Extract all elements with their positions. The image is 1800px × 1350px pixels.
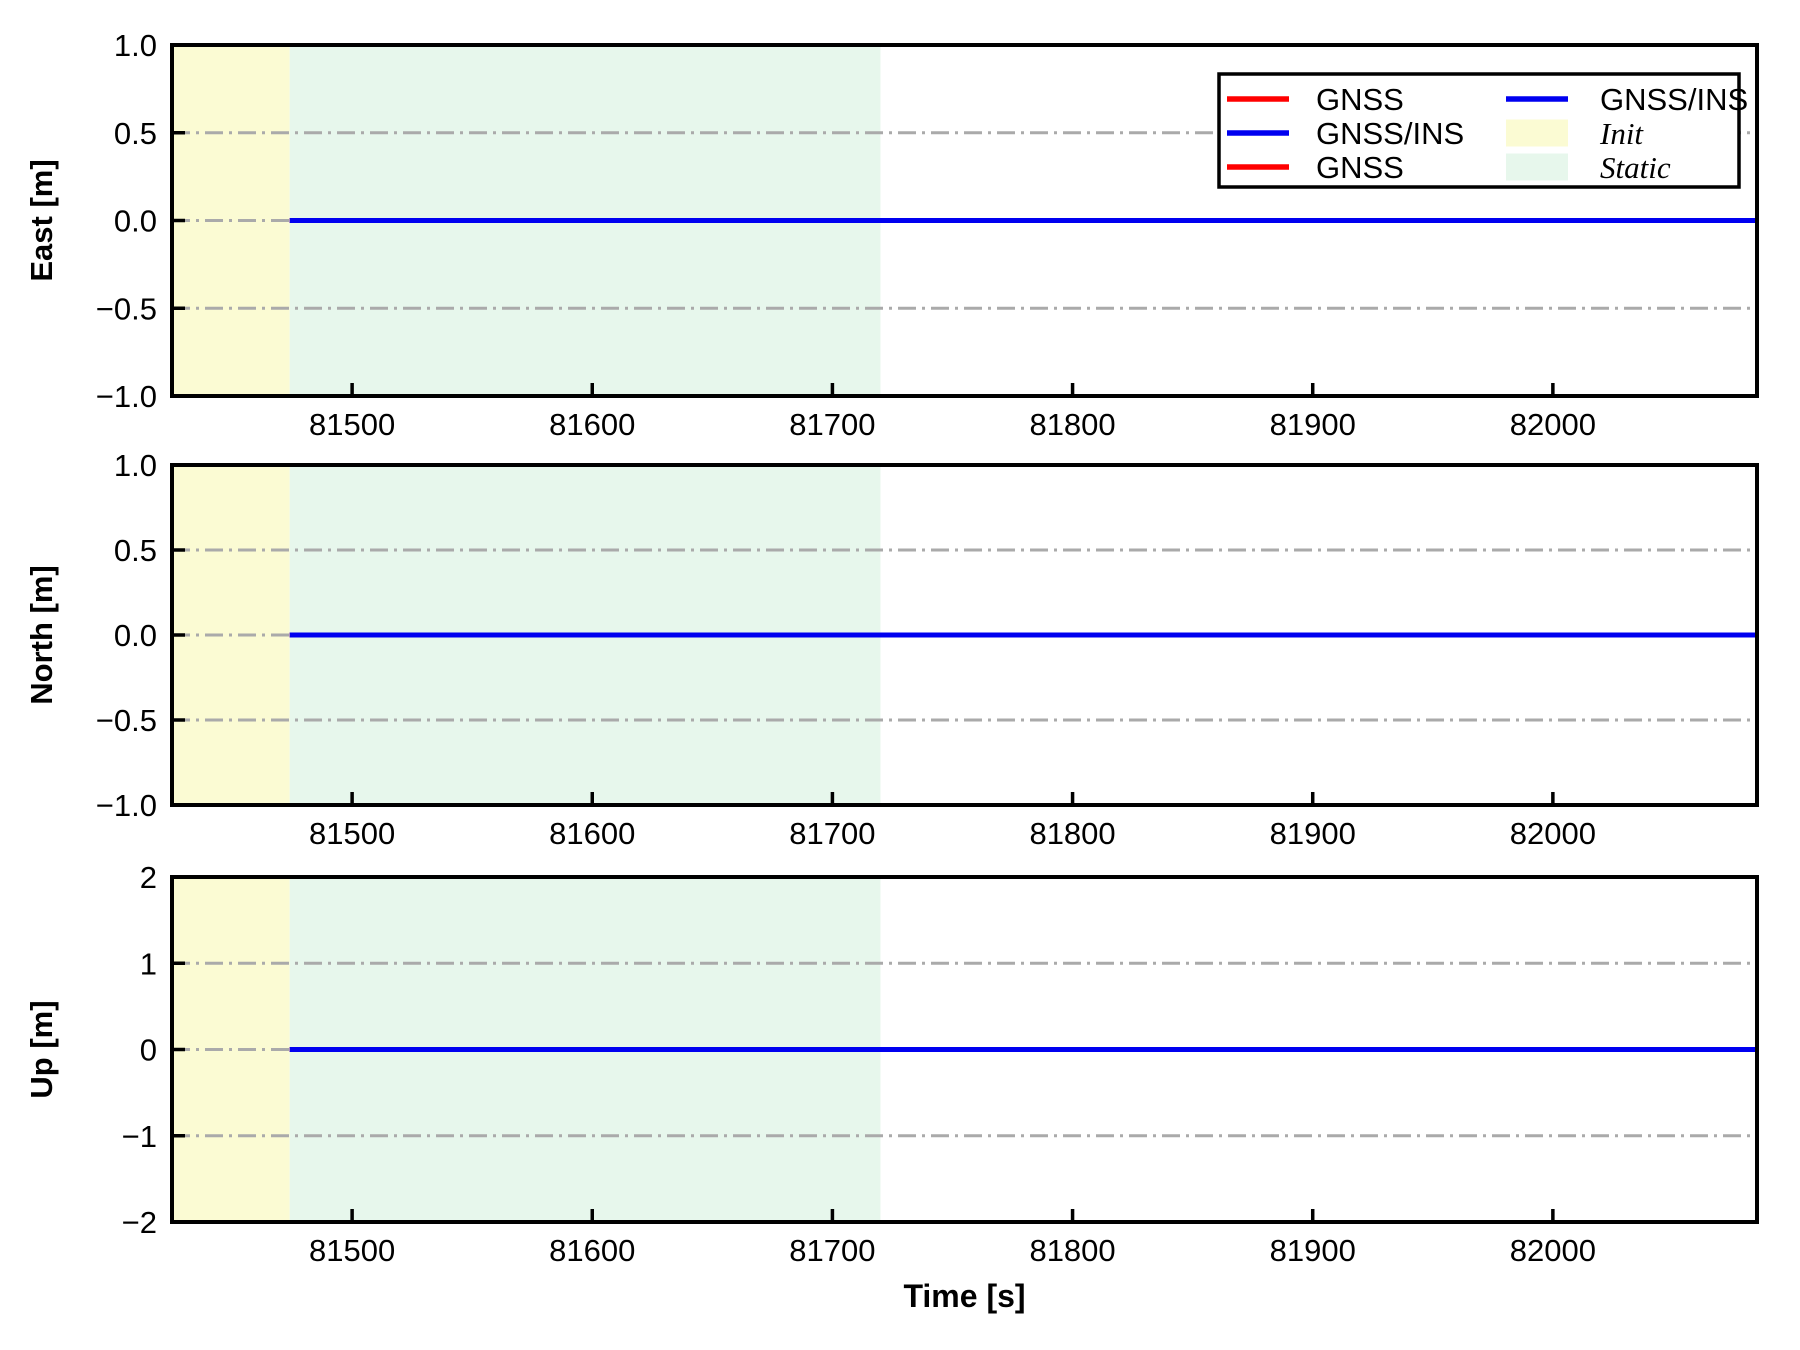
subplot-up: 81500 81600 81700 81800 81900 82000 2 1 0 −1 −2 Up …: [24, 860, 1759, 1268]
legend-label-gnss: GNSS: [1316, 82, 1404, 117]
y-tick-label: 0.0: [114, 618, 157, 653]
x-tick-label: 82000: [1510, 1233, 1596, 1268]
y-tick-label: 1.0: [114, 28, 157, 63]
x-tick-label: 81500: [309, 407, 395, 442]
x-tick-label: 81800: [1029, 407, 1115, 442]
plot-frame: [170, 875, 1759, 1224]
x-tick-label: 81700: [789, 1233, 875, 1268]
y-tick-label: 0.0: [114, 204, 157, 239]
y-tick-label: 1.0: [114, 448, 157, 483]
x-tick-label: 81500: [309, 1233, 395, 1268]
y-tick-label: 0.5: [114, 116, 157, 151]
subplot-north: 81500 81600 81700 81800 81900 82000 1.0 0.5 0.0 −…: [24, 448, 1759, 851]
y-tick-label: −0.5: [96, 703, 157, 738]
y-tick-label: −1: [122, 1119, 157, 1154]
y-tick-label: 2: [140, 860, 157, 895]
y-tick-label: −1.0: [96, 379, 157, 414]
x-tick-label: 82000: [1510, 816, 1596, 851]
x-tick-label: 81500: [309, 816, 395, 851]
legend-patch-swatch-init: [1506, 119, 1568, 147]
y-axis-label: Up [m]: [24, 1000, 59, 1098]
x-tick-label: 81600: [549, 407, 635, 442]
y-tick-label: −2: [122, 1205, 157, 1240]
subplot-east: 81500 81600 81700 81800 81900 82000 1.0 0.5 0.0 −…: [24, 28, 1759, 442]
x-tick-label: 81700: [789, 816, 875, 851]
y-axis-label: North [m]: [24, 565, 59, 704]
x-tick-label: 81900: [1270, 816, 1356, 851]
legend-patch-swatch-static: [1506, 153, 1568, 181]
x-tick-label: 81600: [549, 1233, 635, 1268]
x-tick-label: 82000: [1510, 407, 1596, 442]
legend-frame: [1217, 72, 1741, 189]
legend-label-gnss: GNSS: [1316, 150, 1404, 185]
x-tick-label: 81700: [789, 407, 875, 442]
legend-label-init: Init: [1599, 116, 1644, 151]
legend-label-gnss-ins: GNSS/INS: [1600, 82, 1748, 117]
x-tick-label: 81800: [1029, 816, 1115, 851]
plot-frame: [170, 43, 1759, 398]
y-tick-label: −1.0: [96, 788, 157, 823]
y-tick-label: 0: [140, 1033, 157, 1068]
y-tick-label: 0.5: [114, 533, 157, 568]
legend-label-gnss-ins: GNSS/INS: [1316, 116, 1464, 151]
y-tick-label: 1: [140, 946, 157, 981]
x-tick-label: 81900: [1270, 407, 1356, 442]
x-tick-label: 81600: [549, 816, 635, 851]
plot-frame: [170, 463, 1759, 807]
x-tick-label: 81800: [1029, 1233, 1115, 1268]
y-tick-label: −0.5: [96, 291, 157, 326]
x-axis-label: Time [s]: [903, 1278, 1025, 1314]
legend-label-static: Static: [1600, 150, 1671, 185]
x-tick-label: 81900: [1270, 1233, 1356, 1268]
y-axis-label: East [m]: [24, 159, 59, 281]
